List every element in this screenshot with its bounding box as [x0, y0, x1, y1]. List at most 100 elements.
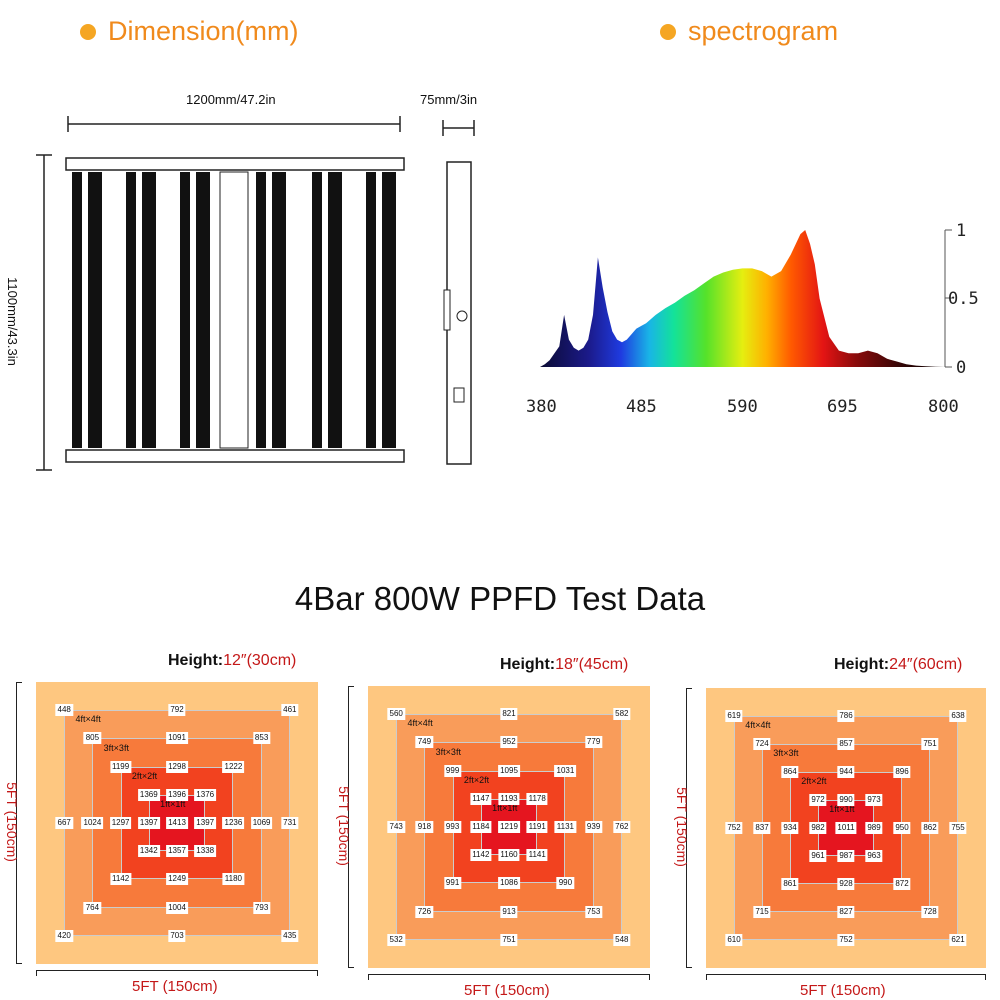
dimension-heading: Dimension(mm): [80, 16, 299, 47]
ppfd-value: 532: [387, 933, 405, 946]
ppfd-value: 1131: [554, 821, 576, 833]
ppfd-value: 1199: [109, 760, 132, 773]
ppfd-value: 989: [865, 822, 883, 834]
ppfd-value: 1376: [194, 788, 217, 801]
ppfd-value: 724: [753, 738, 771, 750]
width-label: 1200mm/47.2in: [186, 92, 276, 107]
ppfd-value: 961: [809, 850, 827, 862]
height-word: Height:: [500, 656, 556, 673]
ppfd-value: 461: [281, 704, 299, 717]
zone-label: 4ft×4ft: [407, 718, 433, 729]
height-value: 24″(60cm): [889, 656, 963, 673]
ppfd-value: 1193: [498, 792, 520, 805]
x-tick-label: 800: [928, 397, 959, 417]
ppfd-value: 1031: [554, 764, 577, 777]
ppfd-value: 837: [753, 822, 771, 834]
ppfd-value: 999: [443, 764, 462, 777]
ppfd-grid: 4ft×4ft 3ft×3ft 2ft×2ft 1ft×1ft 560 821 582 749…: [368, 686, 650, 968]
ppfd-value: 993: [443, 821, 462, 833]
ppfd-value: 1338: [194, 845, 217, 858]
ppfd-value: 715: [753, 906, 771, 918]
side-bracket: [16, 682, 22, 964]
y-tick-label: 0: [956, 358, 966, 378]
side-bracket: [348, 686, 354, 968]
ppfd-value: 990: [556, 877, 575, 890]
zone-label: 2ft×2ft: [801, 776, 827, 787]
zone-label: 1ft×1ft: [160, 799, 186, 810]
ppfd-value: 1091: [166, 732, 188, 745]
ppfd-value: 973: [865, 794, 883, 806]
ppfd-value: 1141: [526, 849, 548, 862]
ppfd-value: 793: [252, 901, 271, 914]
ppfd-value: 1184: [470, 821, 492, 833]
ppfd-value: 420: [55, 929, 73, 942]
ppfd-value: 857: [837, 738, 855, 750]
ppfd-value: 1249: [166, 873, 188, 886]
ppfd-value: 982: [809, 822, 827, 834]
height-value: 12″(30cm): [223, 652, 297, 669]
zone-label: 3ft×3ft: [103, 742, 129, 753]
y-tick-label: 0.5: [948, 289, 979, 309]
zone-label: 2ft×2ft: [131, 770, 158, 781]
ppfd-value: 1342: [137, 845, 160, 858]
ppfd-value: 1178: [526, 792, 548, 805]
ppfd-value: 1086: [498, 877, 520, 890]
ppfd-value: 779: [584, 736, 603, 749]
bottom-bracket: [368, 974, 650, 980]
ppfd-value: 987: [837, 850, 855, 862]
ppfd-value: 952: [500, 736, 518, 749]
side-bracket: [686, 688, 692, 968]
ppfd-value: 1369: [137, 788, 160, 801]
ppfd-value: 621: [949, 934, 967, 946]
ppfd-value: 610: [725, 934, 743, 946]
ppfd-value: 786: [837, 710, 855, 722]
ppfd-value: 805: [83, 732, 102, 745]
side-dimension-label: 5FT (150cm): [3, 782, 20, 862]
ppfd-value: 934: [781, 822, 799, 834]
dimension-title: Dimension(mm): [108, 16, 299, 46]
ppfd-value: 1236: [222, 817, 245, 829]
ppfd-value: 1024: [81, 817, 104, 829]
ppfd-value: 731: [281, 817, 299, 829]
ppfd-value: 1397: [194, 817, 217, 829]
ppfd-value: 928: [837, 878, 855, 890]
height-label: Height:12″(30cm): [168, 652, 296, 670]
ppfd-value: 753: [584, 905, 603, 918]
ppfd-value: 1397: [137, 817, 160, 829]
ppfd-value: 1219: [498, 821, 520, 833]
x-tick-label: 380: [526, 397, 557, 417]
bullet-dot-icon: [80, 23, 96, 40]
ppfd-value: 1004: [166, 901, 188, 914]
ppfd-value: 755: [949, 822, 967, 834]
dimension-drawing: [36, 116, 475, 471]
ppfd-value: 827: [837, 906, 855, 918]
ppfd-grid: 4ft×4ft 3ft×3ft 2ft×2ft 1ft×1ft 448 792 461 805…: [36, 682, 318, 964]
depth-label: 75mm/3in: [420, 92, 478, 107]
bottom-bracket: [36, 970, 318, 976]
ppfd-value: 1142: [470, 849, 492, 862]
height-label: Height:24″(60cm): [834, 656, 962, 674]
ppfd-value: 726: [415, 905, 434, 918]
ppfd-value: 861: [781, 878, 799, 890]
ppfd-value: 448: [55, 704, 73, 717]
x-tick-label: 695: [827, 397, 858, 417]
spectrogram-chart: 1 0.5 0 380 485 590 695 800: [526, 221, 979, 417]
ppfd-value: 862: [921, 822, 939, 834]
height-word: Height:: [168, 652, 224, 669]
ppfd-value: 703: [168, 929, 186, 942]
ppfd-value: 751: [500, 933, 518, 946]
ppfd-value: 1147: [470, 792, 492, 805]
spectrogram-title: spectrogram: [688, 16, 839, 46]
bottom-bracket: [706, 974, 986, 980]
ppfd-value: 918: [415, 821, 434, 833]
ppfd-value: 1160: [498, 849, 520, 862]
spectrum-area: [540, 230, 945, 367]
ppfd-value: 743: [387, 821, 405, 833]
ppfd-value: 582: [613, 708, 631, 721]
side-dimension-label: 5FT (150cm): [335, 786, 352, 866]
zone-label: 4ft×4ft: [75, 714, 101, 725]
ppfd-value: 762: [613, 821, 631, 833]
ppfd-value: 821: [500, 708, 518, 721]
zone-label: 3ft×3ft: [773, 748, 799, 759]
